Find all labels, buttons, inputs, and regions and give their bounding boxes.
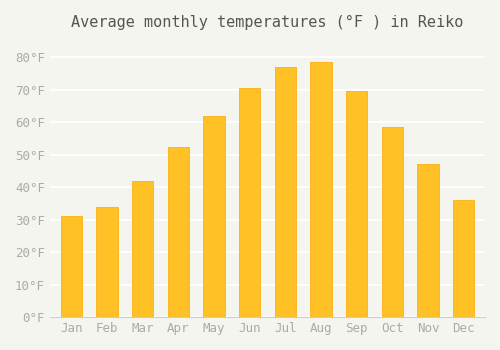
Bar [132, 181, 154, 317]
Bar [274, 67, 296, 317]
Bar [417, 164, 438, 317]
Bar [346, 91, 368, 317]
Title: Average monthly temperatures (°F ) in Reiko: Average monthly temperatures (°F ) in Re… [71, 15, 464, 30]
Bar [203, 116, 224, 317]
Bar [310, 62, 332, 317]
Bar [60, 216, 82, 317]
Bar [453, 200, 474, 317]
Bar [239, 88, 260, 317]
Bar [382, 127, 403, 317]
Bar [168, 147, 189, 317]
Bar [96, 206, 118, 317]
